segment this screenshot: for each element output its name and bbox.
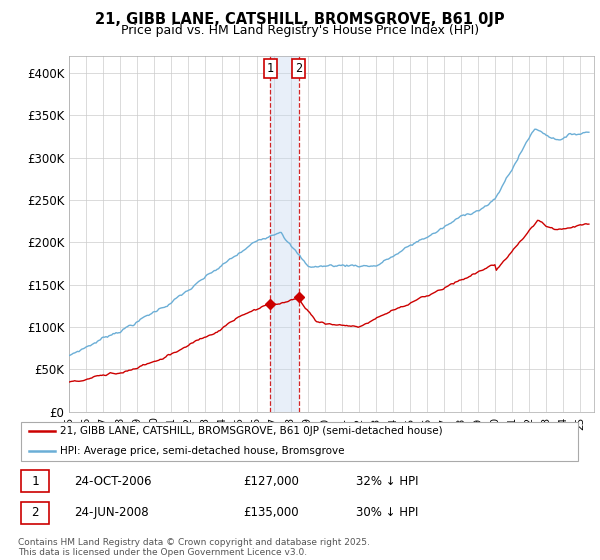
Text: 24-JUN-2008: 24-JUN-2008 xyxy=(74,506,149,519)
Text: 30% ↓ HPI: 30% ↓ HPI xyxy=(356,506,419,519)
Bar xyxy=(271,56,299,412)
Text: £135,000: £135,000 xyxy=(244,506,299,519)
Text: 21, GIBB LANE, CATSHILL, BROMSGROVE, B61 0JP (semi-detached house): 21, GIBB LANE, CATSHILL, BROMSGROVE, B61… xyxy=(60,426,443,436)
Text: Price paid vs. HM Land Registry's House Price Index (HPI): Price paid vs. HM Land Registry's House … xyxy=(121,24,479,36)
Text: 21, GIBB LANE, CATSHILL, BROMSGROVE, B61 0JP: 21, GIBB LANE, CATSHILL, BROMSGROVE, B61… xyxy=(95,12,505,27)
Text: 2: 2 xyxy=(31,506,38,519)
Text: £127,000: £127,000 xyxy=(244,475,299,488)
FancyBboxPatch shape xyxy=(21,502,49,524)
Text: 1: 1 xyxy=(31,475,38,488)
Text: 2: 2 xyxy=(295,62,302,75)
FancyBboxPatch shape xyxy=(21,422,578,461)
Text: 1: 1 xyxy=(267,62,274,75)
Text: 32% ↓ HPI: 32% ↓ HPI xyxy=(356,475,419,488)
Text: 24-OCT-2006: 24-OCT-2006 xyxy=(74,475,152,488)
FancyBboxPatch shape xyxy=(21,470,49,492)
Text: HPI: Average price, semi-detached house, Bromsgrove: HPI: Average price, semi-detached house,… xyxy=(60,446,345,456)
Text: Contains HM Land Registry data © Crown copyright and database right 2025.
This d: Contains HM Land Registry data © Crown c… xyxy=(18,538,370,557)
